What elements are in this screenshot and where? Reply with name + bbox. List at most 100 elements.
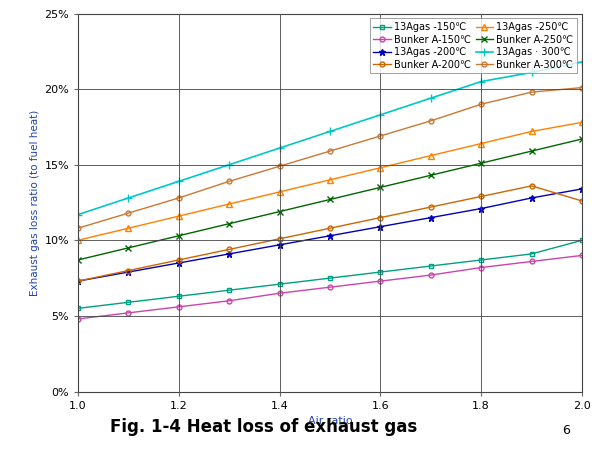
13Agas -250℃ [175, 213, 182, 219]
13Agas · 300℃ [528, 70, 535, 75]
13Agas -200℃ [175, 260, 182, 265]
13Agas -150℃ [528, 251, 535, 256]
13Agas -200℃ [276, 242, 283, 248]
Bunker A-250℃ [226, 221, 233, 226]
Line: 13Agas -250℃: 13Agas -250℃ [75, 120, 585, 243]
13Agas -150℃ [326, 275, 334, 281]
Bunker A-300℃ [528, 90, 535, 95]
13Agas -250℃ [478, 141, 485, 146]
13Agas · 300℃ [578, 59, 586, 65]
Bunker A-300℃ [427, 118, 434, 124]
Bunker A-200℃ [276, 236, 283, 242]
Line: Bunker A-250℃: Bunker A-250℃ [74, 135, 586, 263]
13Agas · 300℃ [326, 129, 334, 134]
Bunker A-300℃ [478, 102, 485, 107]
13Agas -200℃ [326, 233, 334, 238]
13Agas -200℃ [427, 215, 434, 220]
13Agas -250℃ [528, 129, 535, 134]
Legend: 13Agas -150℃, Bunker A-150℃, 13Agas -200℃, Bunker A-200℃, 13Agas -250℃, Bunker A: 13Agas -150℃, Bunker A-150℃, 13Agas -200… [370, 18, 577, 73]
Line: 13Agas -150℃: 13Agas -150℃ [76, 238, 584, 311]
Bunker A-300℃ [226, 179, 233, 184]
Y-axis label: Exhaust gas loss ratio (to fuel heat): Exhaust gas loss ratio (to fuel heat) [30, 109, 40, 296]
Bunker A-250℃ [478, 161, 485, 166]
Bunker A-200℃ [74, 279, 82, 284]
Bunker A-200℃ [377, 215, 384, 220]
Bunker A-250℃ [74, 257, 82, 263]
Bunker A-200℃ [427, 204, 434, 210]
Bunker A-200℃ [528, 183, 535, 189]
13Agas -250℃ [74, 238, 82, 243]
Bunker A-200℃ [478, 194, 485, 199]
Bunker A-150℃ [226, 298, 233, 303]
13Agas -250℃ [276, 189, 283, 194]
Line: Bunker A-300℃: Bunker A-300℃ [76, 85, 584, 231]
13Agas -200℃ [528, 195, 535, 201]
Bunker A-250℃ [427, 173, 434, 178]
Bunker A-200℃ [175, 257, 182, 263]
Bunker A-150℃ [427, 272, 434, 278]
Bunker A-200℃ [578, 198, 586, 204]
Bunker A-150℃ [528, 259, 535, 264]
Bunker A-150℃ [74, 316, 82, 322]
Bunker A-250℃ [175, 233, 182, 238]
Bunker A-300℃ [175, 195, 182, 201]
Text: 6: 6 [562, 423, 570, 436]
13Agas -250℃ [326, 177, 334, 183]
13Agas -150℃ [377, 270, 384, 275]
Line: Bunker A-200℃: Bunker A-200℃ [76, 184, 584, 284]
13Agas -200℃ [578, 186, 586, 192]
13Agas -200℃ [377, 224, 384, 230]
Bunker A-300℃ [125, 211, 132, 216]
13Agas -150℃ [427, 263, 434, 269]
13Agas · 300℃ [276, 145, 283, 151]
Bunker A-250℃ [377, 184, 384, 190]
Text: Air ratio: Air ratio [308, 417, 352, 427]
13Agas -200℃ [226, 251, 233, 256]
Bunker A-150℃ [478, 265, 485, 270]
13Agas -150℃ [276, 281, 283, 287]
Bunker A-150℃ [377, 279, 384, 284]
Bunker A-300℃ [326, 148, 334, 154]
13Agas -150℃ [125, 300, 132, 305]
13Agas · 300℃ [226, 162, 233, 167]
Bunker A-150℃ [125, 310, 132, 315]
Bunker A-200℃ [125, 268, 132, 273]
Bunker A-300℃ [74, 225, 82, 231]
Line: 13Agas · 300℃: 13Agas · 300℃ [74, 58, 586, 219]
13Agas -150℃ [226, 288, 233, 293]
Bunker A-300℃ [276, 163, 283, 169]
Bunker A-250℃ [578, 136, 586, 142]
13Agas -250℃ [578, 120, 586, 125]
13Agas -250℃ [226, 201, 233, 207]
Bunker A-300℃ [578, 85, 586, 90]
Bunker A-200℃ [226, 247, 233, 252]
13Agas -150℃ [478, 257, 485, 263]
13Agas -250℃ [427, 153, 434, 158]
13Agas · 300℃ [125, 195, 132, 201]
Line: Bunker A-150℃: Bunker A-150℃ [76, 253, 584, 321]
Line: 13Agas -200℃: 13Agas -200℃ [74, 185, 586, 284]
13Agas · 300℃ [478, 79, 485, 84]
13Agas · 300℃ [377, 112, 384, 117]
Bunker A-150℃ [175, 304, 182, 310]
Bunker A-150℃ [326, 284, 334, 290]
13Agas -200℃ [125, 270, 132, 275]
Bunker A-200℃ [326, 225, 334, 231]
13Agas -200℃ [478, 206, 485, 211]
13Agas · 300℃ [427, 95, 434, 101]
Bunker A-150℃ [276, 291, 283, 296]
13Agas -150℃ [175, 293, 182, 299]
13Agas · 300℃ [74, 212, 82, 217]
Bunker A-250℃ [276, 209, 283, 214]
Bunker A-250℃ [125, 245, 132, 251]
13Agas -250℃ [377, 165, 384, 171]
Bunker A-150℃ [578, 253, 586, 258]
13Agas -200℃ [74, 279, 82, 284]
13Agas -250℃ [125, 225, 132, 231]
Bunker A-300℃ [377, 133, 384, 139]
Text: Fig. 1-4 Heat loss of exhaust gas: Fig. 1-4 Heat loss of exhaust gas [110, 418, 418, 436]
Bunker A-250℃ [528, 148, 535, 154]
13Agas · 300℃ [175, 179, 182, 184]
13Agas -150℃ [74, 306, 82, 311]
Bunker A-250℃ [326, 197, 334, 202]
